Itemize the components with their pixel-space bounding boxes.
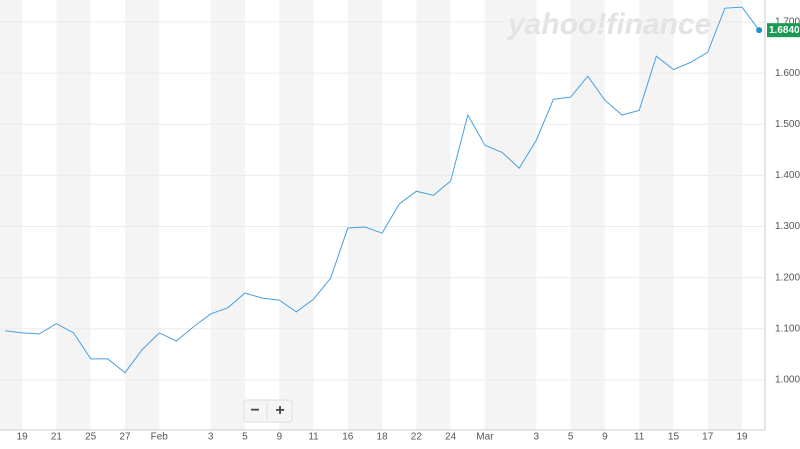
x-tick-label: 25: [85, 432, 97, 443]
price-line: [4, 6, 760, 374]
band: [124, 0, 160, 430]
zoom-control: − +: [243, 399, 293, 423]
zoom-out[interactable]: −: [250, 402, 259, 419]
band: [347, 0, 383, 430]
x-tick-label: 21: [51, 432, 63, 443]
y-tick-label: 1.7000: [775, 17, 800, 28]
band: [279, 0, 314, 430]
x-tick-label: 16: [342, 432, 354, 443]
x-tick-label: 3: [208, 432, 214, 443]
x-tick-label: 5: [568, 432, 574, 443]
y-tick-label: 1.1000: [775, 323, 800, 334]
y-tick-label: 1.6000: [775, 68, 800, 79]
x-tick-label: 27: [119, 432, 131, 443]
x-tick-label: 22: [411, 432, 423, 443]
x-tick-label: Feb: [151, 432, 169, 443]
zoom-box: [243, 399, 293, 423]
band: [210, 0, 245, 430]
band: [707, 0, 743, 430]
y-tick-label: 1.5000: [775, 119, 800, 130]
y-tick-label: 1.0000: [775, 375, 800, 386]
band: [484, 0, 537, 430]
x-tick-label: 11: [634, 432, 645, 443]
zoom-in[interactable]: +: [275, 402, 284, 419]
last-price-badge: [767, 23, 800, 38]
x-tick-label: 15: [668, 432, 680, 443]
x-tick-label: 3: [534, 432, 540, 443]
y-tick-label: 1.2000: [775, 272, 800, 283]
x-tick-label: 9: [276, 432, 282, 443]
band: [0, 0, 23, 430]
band: [56, 0, 91, 430]
x-tick-label: 9: [602, 432, 608, 443]
x-tick-label: 5: [242, 432, 248, 443]
x-tick-label: 19: [736, 432, 748, 443]
x-tick-label: 24: [445, 432, 457, 443]
last-price-label: 1.6840: [769, 25, 800, 36]
y-tick-label: 1.3000: [775, 221, 800, 232]
band: [639, 0, 674, 430]
x-tick-label: 19: [17, 432, 29, 443]
band: [416, 0, 451, 430]
band: [570, 0, 605, 430]
background-bands: [0, 0, 743, 430]
x-tick-label: 17: [702, 432, 714, 443]
x-tick-label: Mar: [476, 432, 494, 443]
watermark: yahoo!finance: [506, 8, 711, 41]
x-tick-label: 11: [308, 432, 319, 443]
x-tick-label: 18: [377, 432, 389, 443]
last-point: [756, 27, 763, 34]
y-tick-label: 1.4000: [775, 170, 800, 181]
